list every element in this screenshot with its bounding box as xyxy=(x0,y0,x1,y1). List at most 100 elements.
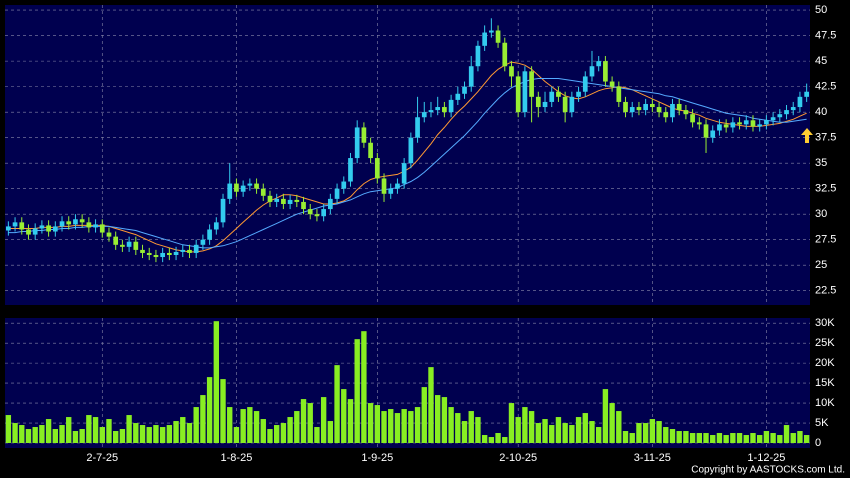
candle-body xyxy=(328,198,333,210)
candle-body xyxy=(609,81,615,87)
volume-bar xyxy=(676,431,682,443)
candle-body xyxy=(267,195,273,202)
volume-bar xyxy=(394,413,401,443)
candle-body xyxy=(535,96,541,108)
candle-body xyxy=(368,142,373,159)
y-tick-label: 30K xyxy=(815,317,835,329)
candle-body xyxy=(301,201,306,210)
volume-bar xyxy=(797,431,803,443)
volume-bar xyxy=(488,437,495,443)
y-tick-label: 25 xyxy=(815,259,827,271)
volume-bar xyxy=(233,427,240,443)
candle-body xyxy=(495,30,501,43)
candle-body xyxy=(187,249,192,253)
volume-bar xyxy=(642,423,649,443)
x-tick-label: 1-12-25 xyxy=(747,452,785,464)
volume-bar xyxy=(730,433,736,443)
y-tick-label: 32.5 xyxy=(815,183,836,195)
volume-bar xyxy=(448,407,454,443)
moving-average-line xyxy=(8,78,807,249)
candle-body xyxy=(314,214,320,217)
volume-bar xyxy=(274,425,280,443)
candle-body xyxy=(388,188,394,194)
volume-bar xyxy=(153,425,159,443)
volume-bar xyxy=(12,423,18,443)
volume-bar xyxy=(361,331,367,443)
candle-body xyxy=(173,251,179,255)
candle-body xyxy=(643,103,648,111)
candle-body xyxy=(549,91,555,102)
volume-bar xyxy=(716,433,723,443)
volume-bar xyxy=(609,403,615,443)
volume-bar xyxy=(428,367,434,443)
candle-body xyxy=(629,107,635,113)
candle-body xyxy=(455,93,461,100)
candle-body xyxy=(576,91,581,97)
volume-bar xyxy=(475,417,481,443)
candle-body xyxy=(46,225,51,232)
candle-body xyxy=(213,222,219,230)
candle-body xyxy=(623,101,628,113)
candle-body xyxy=(260,188,266,196)
volume-bar xyxy=(327,421,334,443)
volume-bar xyxy=(79,429,85,443)
x-tick-label: 1-9-25 xyxy=(361,452,393,464)
candle-body xyxy=(79,219,85,223)
volume-bar xyxy=(92,417,99,443)
volume-bar xyxy=(300,399,307,443)
copyright: Copyright by AASTOCKS.com Ltd. xyxy=(691,465,845,476)
y-tick-label: 20K xyxy=(815,357,835,369)
volume-bar xyxy=(616,411,622,443)
candle-body xyxy=(180,249,186,252)
volume-bar xyxy=(555,417,562,443)
volume-bar xyxy=(522,407,528,443)
volume-bar xyxy=(783,425,790,443)
y-tick-label: 40 xyxy=(815,106,827,118)
volume-bar xyxy=(468,411,474,443)
volume-bar xyxy=(770,433,776,443)
volume-bar xyxy=(72,431,79,443)
candle-body xyxy=(764,120,769,125)
candle-body xyxy=(670,103,675,118)
volume-bar xyxy=(703,433,709,443)
candle-body xyxy=(482,32,487,46)
candle-body xyxy=(582,76,588,92)
candle-body xyxy=(804,91,809,97)
candle-body xyxy=(294,199,300,202)
volume-bar xyxy=(32,427,38,443)
candle-body xyxy=(361,127,367,143)
volume-bar xyxy=(5,415,12,443)
candle-body xyxy=(348,158,353,182)
volume-bar xyxy=(689,433,696,443)
candle-body xyxy=(120,244,125,247)
volume-bar xyxy=(656,421,662,443)
volume-bar xyxy=(220,379,226,443)
candle-body xyxy=(160,252,165,258)
volume-bar xyxy=(200,395,206,443)
volume-bar xyxy=(461,421,468,443)
candle-body xyxy=(683,110,689,115)
volume-bar xyxy=(481,435,488,443)
candle-body xyxy=(32,228,38,235)
volume-bar xyxy=(240,409,246,443)
arrow-icon xyxy=(801,128,813,143)
volume-bar xyxy=(803,435,810,443)
candle-body xyxy=(274,198,280,202)
candle-body xyxy=(475,45,481,67)
volume-bar xyxy=(86,415,92,443)
volume-bar xyxy=(502,437,508,443)
volume-bar xyxy=(777,435,783,443)
candle-body xyxy=(489,30,494,33)
y-tick-label: 15K xyxy=(815,377,835,389)
volume-bar xyxy=(180,417,186,443)
candle-body xyxy=(133,241,139,250)
volume-bar xyxy=(113,431,119,443)
candle-body xyxy=(723,124,729,128)
volume-bar xyxy=(575,417,582,443)
candle-body xyxy=(395,183,400,189)
candle-body xyxy=(663,112,669,118)
volume-bar xyxy=(750,433,756,443)
candle-body xyxy=(656,107,662,113)
candle-body xyxy=(207,229,212,240)
volume-bar xyxy=(602,389,609,443)
